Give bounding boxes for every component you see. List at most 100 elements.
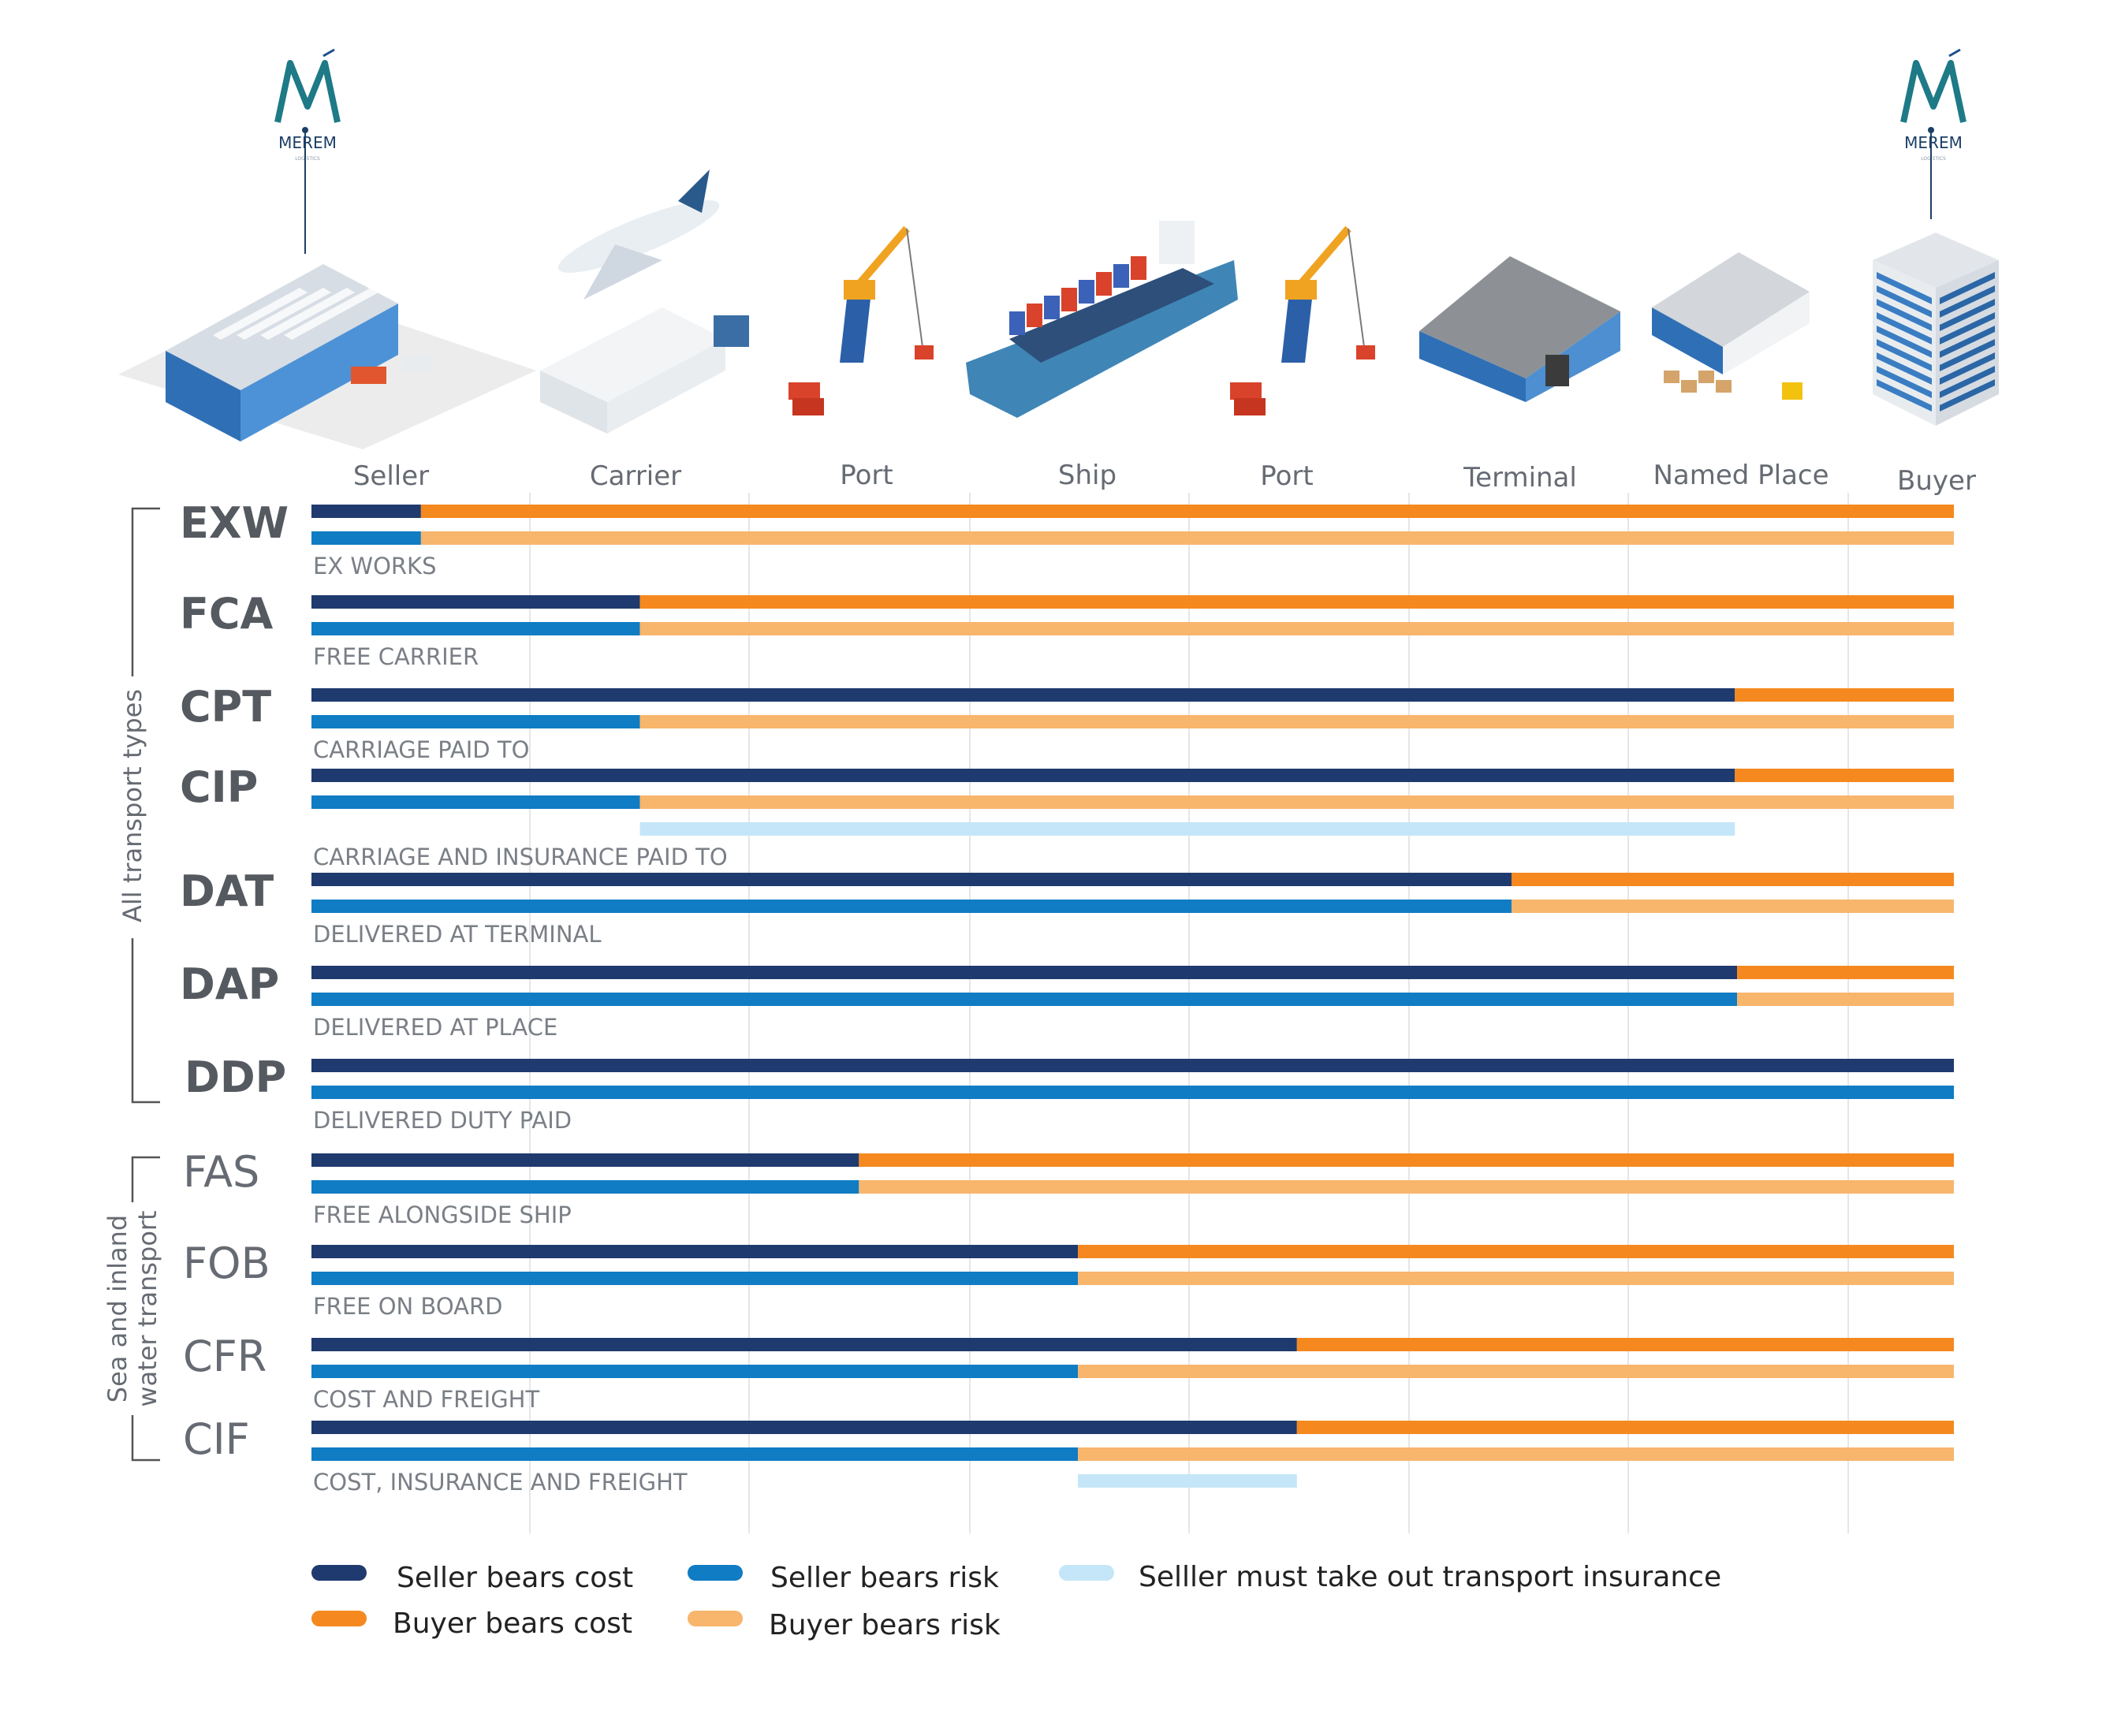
window-band bbox=[1940, 285, 1995, 318]
roof bbox=[1652, 252, 1810, 347]
bar-buyer-risk bbox=[1737, 993, 1954, 1006]
container-stack bbox=[1131, 256, 1146, 280]
incoterm-name: DELIVERED AT TERMINAL bbox=[313, 921, 602, 948]
warehouse-icon bbox=[118, 264, 536, 449]
bracket-line bbox=[131, 1415, 160, 1462]
bridge bbox=[1159, 221, 1195, 264]
bar-buyer-cost bbox=[1735, 688, 1954, 702]
wall-left bbox=[1419, 331, 1526, 402]
bar-seller-cost bbox=[311, 1421, 1297, 1434]
stage-label: Port bbox=[840, 460, 893, 491]
bar-buyer-risk bbox=[639, 795, 1954, 809]
incoterm-row: DAT DELIVERED AT TERMINAL bbox=[180, 866, 1954, 948]
tail bbox=[678, 170, 710, 213]
container-stack bbox=[1009, 311, 1025, 335]
bar-seller-cost bbox=[311, 769, 1735, 782]
wall-left bbox=[166, 351, 240, 441]
incoterm-row: FOB FREE ON BOARD bbox=[183, 1239, 1954, 1320]
incoterm-code: FAS bbox=[183, 1147, 259, 1197]
bar-seller-cost bbox=[311, 966, 1738, 979]
legend-label: Selller must take out transport insuranc… bbox=[1139, 1561, 1721, 1593]
window-band bbox=[1940, 312, 1995, 345]
logo-brand: MEREM bbox=[278, 133, 337, 152]
fuselage bbox=[557, 200, 720, 273]
window-band bbox=[1877, 299, 1932, 331]
bar-seller-risk bbox=[311, 622, 640, 635]
incoterm-row: FAS FREE ALONGSIDE SHIP bbox=[183, 1147, 1954, 1228]
incoterm-name: CARRIAGE AND INSURANCE PAID TO bbox=[313, 844, 728, 870]
incoterm-name: COST, INSURANCE AND FREIGHT bbox=[313, 1469, 688, 1496]
bar-seller-cost bbox=[311, 873, 1512, 886]
merem-logo: MEREM LOGISTICS bbox=[1900, 48, 1966, 219]
bar-buyer-risk bbox=[859, 1180, 1954, 1194]
bar-buyer-cost bbox=[1078, 1245, 1954, 1258]
bar-buyer-cost bbox=[1511, 873, 1954, 886]
incoterm-code: FCA bbox=[180, 589, 274, 639]
trailer-front bbox=[607, 339, 725, 434]
incoterm-code: CIP bbox=[180, 762, 258, 812]
crane-boom bbox=[1298, 225, 1351, 287]
stage-label: Buyer bbox=[1897, 465, 1976, 497]
window-band bbox=[1877, 366, 1932, 398]
bar-seller-risk bbox=[311, 531, 421, 545]
skylight bbox=[284, 288, 378, 340]
skylight bbox=[260, 288, 355, 340]
bar-buyer-cost bbox=[859, 1153, 1954, 1167]
incoterm-code: DDP bbox=[185, 1052, 286, 1102]
airplane-truck-icon bbox=[540, 170, 749, 434]
office-building-icon bbox=[1873, 233, 1999, 426]
group-bracket: All transport types bbox=[117, 507, 160, 1104]
incoterm-name: FREE ALONGSIDE SHIP bbox=[313, 1201, 572, 1228]
bar-buyer-risk bbox=[1078, 1365, 1954, 1378]
stage-label: Named Place bbox=[1653, 460, 1829, 491]
logo-mark-icon bbox=[1900, 60, 1966, 123]
incoterm-name: DELIVERED AT PLACE bbox=[313, 1014, 557, 1041]
incoterm-row: FCA FREE CARRIER bbox=[180, 589, 1954, 670]
window-band bbox=[1940, 339, 1995, 371]
bar-seller-cost bbox=[311, 688, 1735, 702]
incoterm-name: FREE ON BOARD bbox=[313, 1293, 502, 1320]
stage-label: Seller bbox=[353, 460, 429, 492]
bar-insurance bbox=[1078, 1474, 1297, 1488]
incoterm-row: CIP CARRIAGE AND INSURANCE PAID TO bbox=[180, 762, 1954, 870]
container-stack bbox=[1061, 288, 1077, 311]
bar-buyer-cost bbox=[420, 505, 1954, 518]
legend-label: Seller bears cost bbox=[397, 1562, 633, 1594]
bracket-line bbox=[131, 1156, 160, 1202]
incoterm-name: EX WORKS bbox=[313, 553, 436, 579]
box bbox=[1698, 371, 1714, 383]
stage-label: Terminal bbox=[1463, 462, 1577, 494]
incoterm-row: CPT CARRIAGE PAID TO bbox=[180, 682, 1954, 763]
bar-buyer-risk bbox=[1511, 900, 1954, 913]
bar-seller-risk bbox=[311, 1180, 859, 1194]
legend-item: Seller bears cost bbox=[311, 1562, 633, 1594]
logo-mark-icon bbox=[274, 60, 341, 123]
legend: Seller bears cost Seller bears risk Sellle… bbox=[311, 1561, 1721, 1641]
bar-seller-cost bbox=[311, 1338, 1297, 1351]
legend-swatch bbox=[688, 1565, 743, 1581]
incoterm-name: COST AND FREIGHT bbox=[313, 1386, 539, 1413]
legend-item: Seller bears risk bbox=[688, 1562, 999, 1594]
logo-tagline: LOGISTICS bbox=[295, 156, 320, 162]
plane-mark-icon bbox=[322, 48, 335, 58]
incoterm-code: DAT bbox=[180, 866, 274, 916]
wall-left bbox=[1652, 307, 1723, 374]
group-label: Sea and inlandwater transport bbox=[103, 1210, 162, 1406]
container bbox=[792, 398, 824, 415]
crane-base bbox=[1281, 292, 1313, 363]
incoterm-row: DDP DELIVERED DUTY PAID bbox=[185, 1052, 1954, 1134]
container bbox=[915, 345, 934, 359]
window-band bbox=[1940, 299, 1995, 331]
incoterm-code: EXW bbox=[180, 498, 289, 548]
crane-boom bbox=[856, 225, 910, 287]
incoterm-row: CIF COST, INSURANCE AND FREIGHT bbox=[183, 1414, 1954, 1496]
deck bbox=[1009, 268, 1214, 363]
group-label-line: Sea and inland bbox=[103, 1215, 132, 1403]
box bbox=[1664, 371, 1679, 383]
legend-label: Seller bears risk bbox=[770, 1562, 999, 1594]
logo-pole-dot bbox=[1928, 127, 1934, 133]
bar-seller-risk bbox=[311, 795, 640, 809]
incoterm-code: DAP bbox=[180, 959, 279, 1009]
forklift bbox=[1782, 382, 1802, 400]
